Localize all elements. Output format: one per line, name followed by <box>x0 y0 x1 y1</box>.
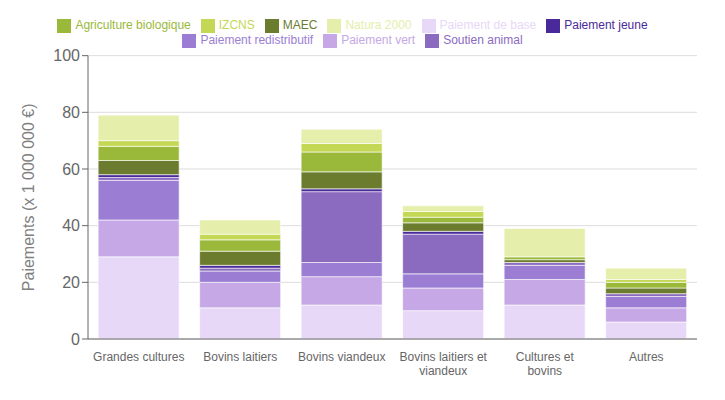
html-text:Paiement vert: Paiement vert <box>341 32 416 47</box>
html-text:MAEC: MAEC <box>282 18 318 32</box>
svg-text:Autres: Autres <box>629 350 664 364</box>
html-text:Paiement de base: Paiement de base <box>439 18 537 32</box>
svg-text:100: 100 <box>53 47 80 64</box>
svg-text:Bovins viandeux: Bovins viandeux <box>298 350 385 364</box>
svg-text:60: 60 <box>62 161 80 178</box>
html-text:Natura 2000: Natura 2000 <box>345 18 412 32</box>
svg-text:80: 80 <box>62 104 80 121</box>
svg-text:Grandes cultures: Grandes cultures <box>93 350 184 364</box>
html-text:Paiement jeune: Paiement jeune <box>564 18 648 32</box>
svg-text:20: 20 <box>62 274 80 291</box>
svg-text:Bovins laitiers: Bovins laitiers <box>203 350 277 364</box>
html-text:Paiement redistributif: Paiement redistributif <box>200 32 314 47</box>
svg-text:40: 40 <box>62 217 80 234</box>
html-text:Soutien animal: Soutien animal <box>443 32 523 47</box>
html-text:Agriculture biologique: Agriculture biologique <box>75 18 191 32</box>
svg-text:Bovins laitiers etviandeux: Bovins laitiers etviandeux <box>400 350 488 378</box>
svg-text:Paiements (x 1 000 000 €): Paiements (x 1 000 000 €) <box>20 103 37 291</box>
svg-text:0: 0 <box>71 331 80 348</box>
html-text:IZCNS: IZCNS <box>218 18 255 32</box>
svg-text:Cultures etbovins: Cultures etbovins <box>516 350 575 378</box>
